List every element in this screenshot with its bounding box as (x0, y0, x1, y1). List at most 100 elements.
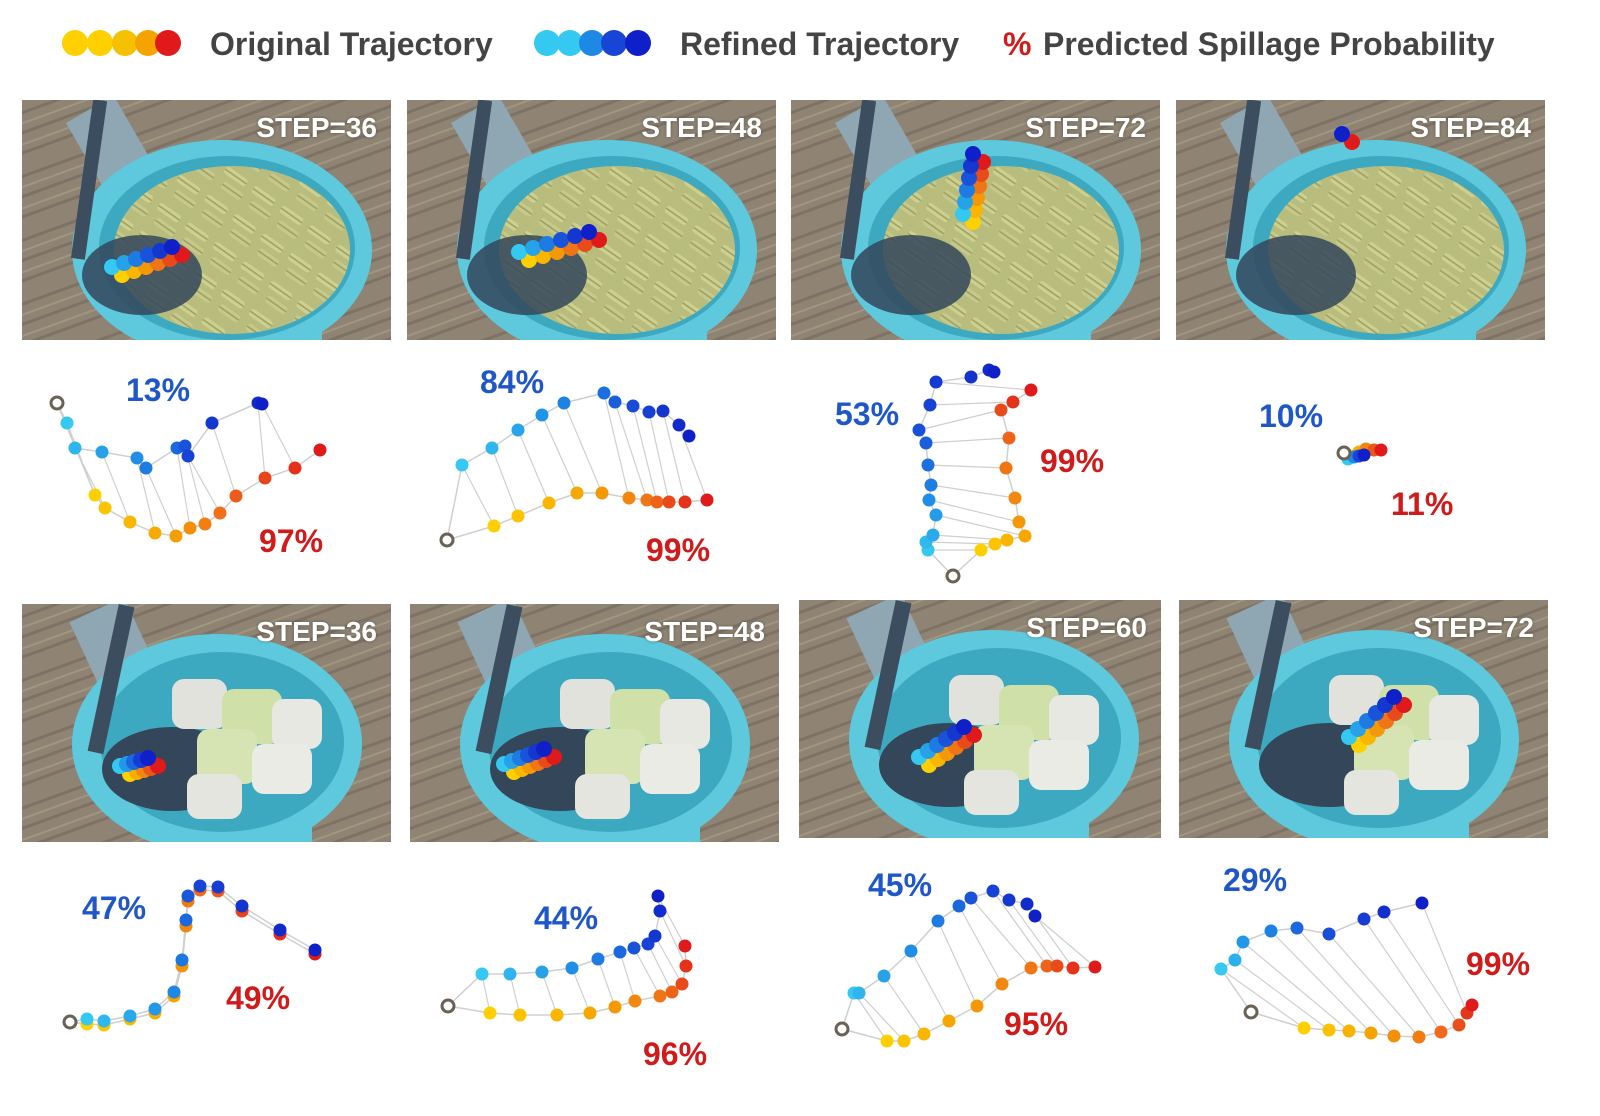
photo-pasta-step-48: STEP=48 (407, 100, 776, 340)
refined-probability: 44% (534, 900, 599, 936)
correspondence-line (1034, 915, 1096, 968)
correspondence-line (648, 411, 670, 503)
original-point (213, 506, 227, 520)
correspondence-line (853, 992, 888, 1042)
original-point (679, 959, 693, 973)
refined-point (923, 398, 937, 412)
refined-point (167, 985, 181, 999)
original-point (653, 989, 667, 1003)
correspondence-line (145, 467, 177, 537)
correspondence-line (937, 920, 978, 1007)
correspondence-line (858, 992, 905, 1042)
refined-point (139, 461, 153, 475)
original-point (1364, 1026, 1378, 1040)
refined-point (68, 441, 82, 455)
correspondence-line (647, 943, 673, 993)
correspondence-line (958, 905, 1003, 985)
refined-point (193, 879, 207, 893)
trajectory-plot-tofu-36 (62, 879, 322, 1032)
correspondence-line (633, 947, 661, 997)
original-point (258, 471, 272, 485)
correspondence-line (657, 895, 686, 947)
original-point (1066, 961, 1080, 975)
original-point (1040, 959, 1054, 973)
original-point (511, 509, 525, 523)
refined-point (626, 399, 640, 413)
correspondence-line (1234, 959, 1330, 1031)
original-point (148, 526, 162, 540)
original-point (662, 495, 676, 509)
correspondence-line (929, 401, 1014, 406)
original-point (1412, 1030, 1426, 1044)
refined-point (1377, 905, 1391, 919)
refined-point (964, 370, 978, 384)
original-point (942, 1014, 956, 1028)
original-point (1088, 960, 1102, 974)
refined-point (608, 395, 622, 409)
original-point (675, 977, 689, 991)
original-point (650, 495, 664, 509)
photo-tofu-step-60: STEP=60 (799, 600, 1161, 838)
original-point (570, 486, 584, 500)
refined-point (1228, 953, 1242, 967)
refined-point (308, 943, 322, 957)
refined-probability: 84% (480, 364, 545, 400)
refined-point (597, 386, 611, 400)
overlay-refined-dot (959, 182, 975, 198)
original-point (678, 939, 692, 953)
correspondence-line (1421, 902, 1468, 1014)
step-label: STEP=36 (256, 616, 377, 647)
original-point (198, 517, 212, 531)
original-probability: 99% (1466, 946, 1531, 982)
overlay-refined-dot (961, 170, 977, 186)
original-point (1434, 1025, 1448, 1039)
refined-path (56, 402, 263, 469)
photo-tofu-step-72: STEP=72 (1179, 600, 1548, 838)
refined-point (1357, 912, 1371, 926)
original-point (622, 491, 636, 505)
correspondence-line (1383, 911, 1460, 1026)
refined-point (205, 416, 219, 430)
refined-point (921, 458, 935, 472)
correspondence-line (654, 935, 683, 985)
refined-trajectory-swatch (534, 30, 651, 56)
step-label: STEP=72 (1413, 612, 1534, 643)
legend-probability-label: Predicted Spillage Probability (1043, 26, 1495, 62)
refined-point (95, 445, 109, 459)
refined-point (924, 478, 938, 492)
refined-point (179, 913, 193, 927)
refined-point (1264, 924, 1278, 938)
correspondence-line (176, 447, 191, 529)
original-point (1374, 443, 1388, 457)
overlay-trajectory (112, 750, 166, 782)
correspondence-line (925, 437, 1010, 444)
original-point (640, 493, 654, 507)
trajectory-plot-pasta-72 (912, 363, 1038, 584)
refined-point (952, 899, 966, 913)
refined-point (1020, 897, 1034, 911)
step-label: STEP=48 (644, 616, 765, 647)
step-label: STEP=36 (256, 112, 377, 143)
refined-point (926, 528, 940, 542)
correspondence-line (910, 950, 950, 1022)
trajectory-plot-tofu-72 (1214, 896, 1479, 1044)
refined-point (255, 397, 269, 411)
refined-point (852, 986, 866, 1000)
refined-point (181, 889, 195, 903)
refined-point (653, 904, 667, 918)
original-point (98, 501, 112, 515)
correspondence-line (261, 403, 296, 469)
original-probability: 49% (226, 980, 291, 1016)
original-point (988, 537, 1002, 551)
original-point (1000, 533, 1014, 547)
correspondence-line (1270, 930, 1372, 1034)
correspondence-line (491, 447, 519, 517)
refined-probability: 47% (82, 890, 147, 926)
original-point (1008, 491, 1022, 505)
start-marker (62, 1014, 78, 1030)
step-label: STEP=72 (1025, 112, 1146, 143)
correspondence-line (659, 910, 687, 967)
overlay-trajectory (955, 146, 991, 230)
refined-point (682, 429, 696, 443)
correspondence-line (883, 975, 925, 1035)
